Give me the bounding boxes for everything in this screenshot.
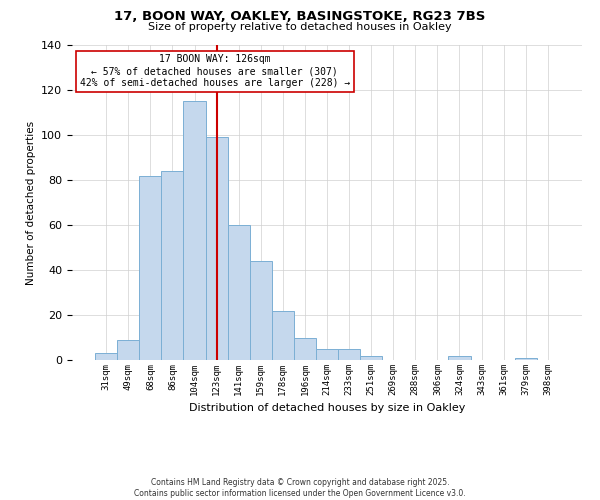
Bar <box>338 349 360 360</box>
Bar <box>515 358 537 360</box>
Y-axis label: Number of detached properties: Number of detached properties <box>26 120 35 284</box>
Bar <box>448 356 470 360</box>
Bar <box>161 171 184 360</box>
Bar <box>139 176 161 360</box>
Bar <box>250 261 272 360</box>
Bar <box>316 349 338 360</box>
Bar <box>184 101 206 360</box>
Bar <box>360 356 382 360</box>
Text: 17, BOON WAY, OAKLEY, BASINGSTOKE, RG23 7BS: 17, BOON WAY, OAKLEY, BASINGSTOKE, RG23 … <box>115 10 485 23</box>
Bar <box>95 353 117 360</box>
Text: 17 BOON WAY: 126sqm
← 57% of detached houses are smaller (307)
42% of semi-detac: 17 BOON WAY: 126sqm ← 57% of detached ho… <box>80 54 350 88</box>
Text: Contains HM Land Registry data © Crown copyright and database right 2025.
Contai: Contains HM Land Registry data © Crown c… <box>134 478 466 498</box>
Bar <box>206 137 227 360</box>
Bar <box>272 310 294 360</box>
Text: Size of property relative to detached houses in Oakley: Size of property relative to detached ho… <box>148 22 452 32</box>
X-axis label: Distribution of detached houses by size in Oakley: Distribution of detached houses by size … <box>189 404 465 413</box>
Bar <box>294 338 316 360</box>
Bar <box>117 340 139 360</box>
Bar <box>227 225 250 360</box>
